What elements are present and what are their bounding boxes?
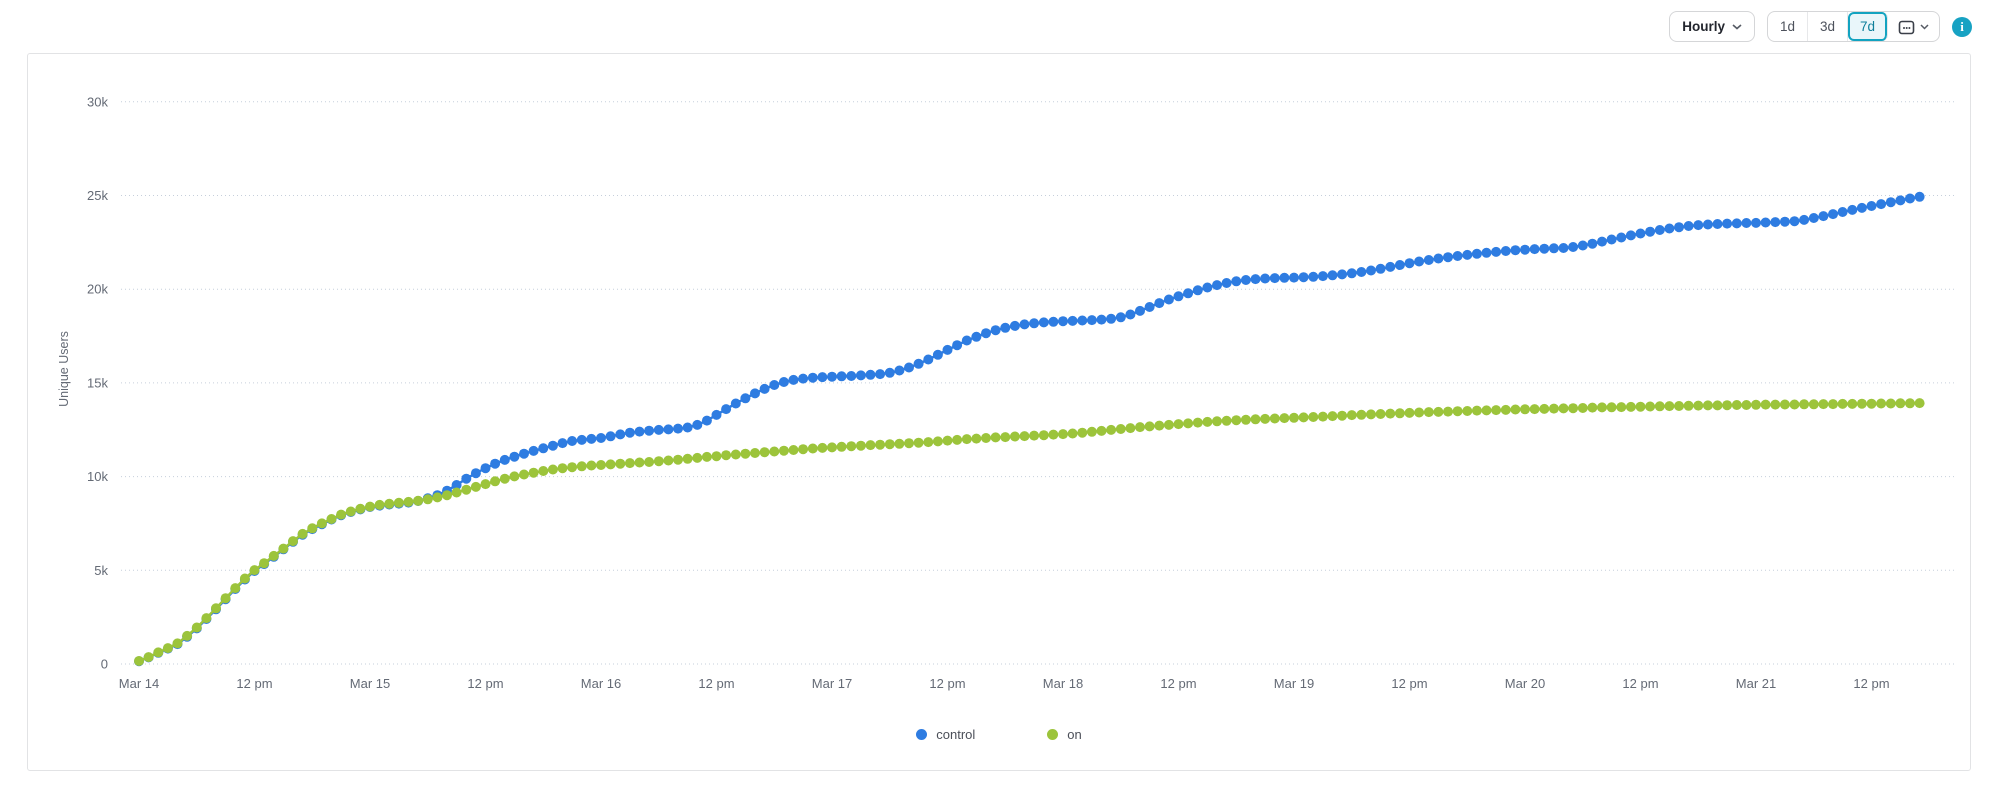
legend-label-control: control [936,727,976,742]
custom-date-range-button[interactable] [1888,12,1939,41]
svg-text:15k: 15k [87,375,108,390]
chevron-down-icon [1920,23,1929,30]
chart-card: 0 5k 10k 15k 20k 25k 30k Mar 14 12 pm Mar 15 12 pm… [27,53,1971,771]
chart-plot-area[interactable]: 0 5k 10k 15k 20k 25k 30k Mar 14 12 pm Mar 15 12 pm… [28,54,1972,772]
svg-text:Mar 18: Mar 18 [1043,676,1083,691]
svg-text:20k: 20k [87,282,108,297]
control-series-dot-icon [916,729,928,740]
chart-toolbar: Hourly 1d 3d 7d i [0,0,1999,42]
calendar-icon [1898,20,1915,34]
svg-text:5k: 5k [94,563,108,578]
svg-text:Mar 19: Mar 19 [1274,676,1314,691]
svg-text:12 pm: 12 pm [236,676,272,691]
svg-text:Mar 16: Mar 16 [581,676,621,691]
svg-text:12 pm: 12 pm [1391,676,1427,691]
date-range-button-group: 1d 3d 7d [1767,11,1940,42]
range-button-1d-label: 1d [1779,19,1796,34]
svg-text:25k: 25k [87,188,108,203]
svg-text:12 pm: 12 pm [1853,676,1889,691]
chart-legend: control on [28,727,1970,742]
range-button-3d[interactable]: 3d [1808,12,1848,41]
range-button-7d[interactable]: 7d [1848,12,1888,41]
range-button-7d-label: 7d [1859,19,1876,34]
svg-text:12 pm: 12 pm [1160,676,1196,691]
svg-text:Unique Users: Unique Users [57,331,71,407]
svg-text:30k: 30k [87,94,108,109]
legend-label-on: on [1067,727,1082,742]
info-icon[interactable]: i [1952,16,1972,37]
range-button-1d[interactable]: 1d [1768,12,1808,41]
svg-text:12 pm: 12 pm [698,676,734,691]
svg-text:0: 0 [101,657,108,672]
svg-text:12 pm: 12 pm [467,676,503,691]
granularity-dropdown-button[interactable]: Hourly [1669,11,1755,42]
svg-text:Mar 20: Mar 20 [1505,676,1545,691]
chevron-down-icon [1732,23,1742,30]
svg-text:Mar 15: Mar 15 [350,676,390,691]
svg-text:12 pm: 12 pm [1622,676,1658,691]
range-button-3d-label: 3d [1819,19,1836,34]
legend-item-on[interactable]: on [1047,727,1082,742]
svg-text:Mar 21: Mar 21 [1736,676,1776,691]
on-series-dot-icon [1047,729,1059,740]
svg-text:Mar 14: Mar 14 [119,676,159,691]
svg-text:12 pm: 12 pm [929,676,965,691]
svg-text:Mar 17: Mar 17 [812,676,852,691]
svg-text:10k: 10k [87,469,108,484]
legend-item-control[interactable]: control [916,727,975,742]
granularity-label: Hourly [1682,19,1725,34]
